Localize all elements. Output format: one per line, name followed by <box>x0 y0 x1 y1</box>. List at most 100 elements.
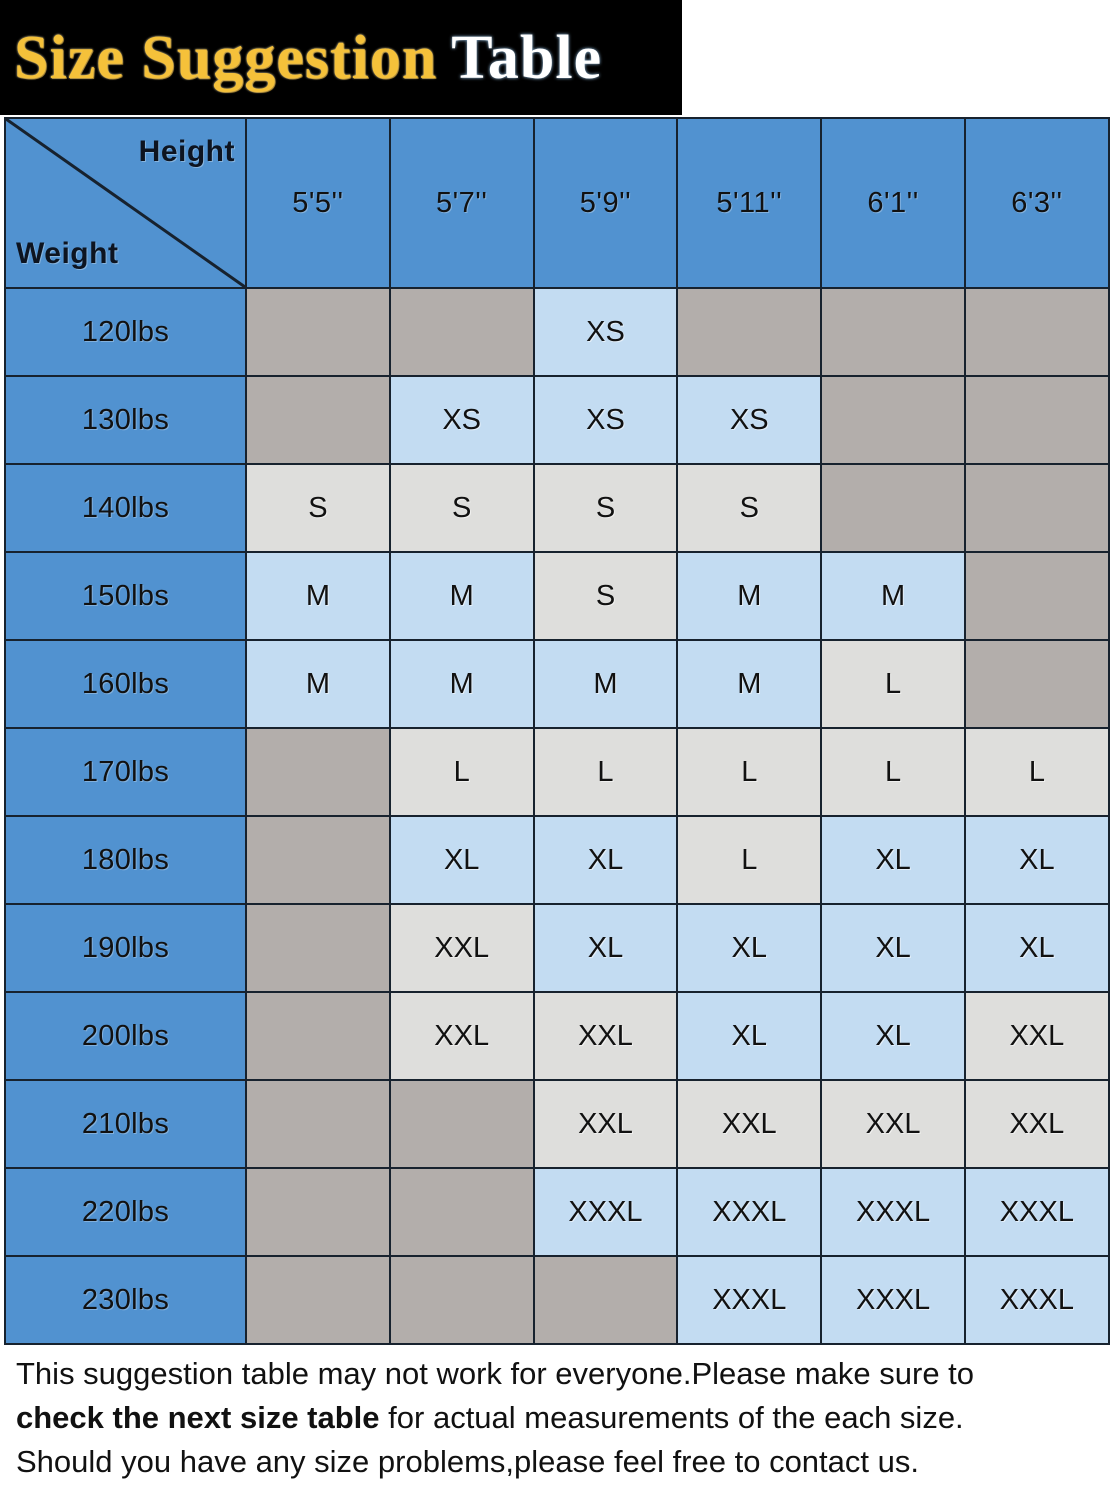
size-cell: XL <box>676 991 823 1081</box>
row-header-weight: 170lbs <box>4 727 247 817</box>
row-header-weight: 160lbs <box>4 639 247 729</box>
size-cell: XXL <box>388 903 535 993</box>
size-cell-empty <box>388 287 535 377</box>
size-cell-empty <box>676 287 823 377</box>
title-banner: Size Suggestion Table <box>0 0 682 115</box>
row-header-weight: 200lbs <box>4 991 247 1081</box>
size-cell-empty <box>245 1079 391 1169</box>
size-cell-empty <box>532 1255 679 1345</box>
size-cell: XL <box>963 815 1110 905</box>
size-cell-empty <box>963 639 1110 729</box>
size-cell: L <box>388 727 535 817</box>
size-cell: XXL <box>963 1079 1110 1169</box>
size-cell-empty <box>245 375 391 465</box>
table-row: 230lbs XXXL XXXL XXXL <box>4 1255 1110 1345</box>
table-row: 190lbs XXL XL XL XL XL <box>4 903 1110 993</box>
size-cell: L <box>820 639 966 729</box>
size-cell-empty <box>245 815 391 905</box>
footer-note: This suggestion table may not work for e… <box>16 1352 1106 1484</box>
size-cell: XXXL <box>820 1255 966 1345</box>
size-cell: L <box>820 727 966 817</box>
row-header-weight: 150lbs <box>4 551 247 641</box>
size-cell: XL <box>532 903 679 993</box>
size-cell-empty <box>820 375 966 465</box>
diagonal-divider-icon <box>6 119 245 287</box>
size-cell: M <box>676 551 823 641</box>
size-cell: L <box>963 727 1110 817</box>
size-cell-empty <box>245 1167 391 1257</box>
size-cell: XS <box>388 375 535 465</box>
size-cell: XL <box>820 991 966 1081</box>
table-row: 180lbs XL XL L XL XL <box>4 815 1110 905</box>
row-header-weight: 220lbs <box>4 1167 247 1257</box>
size-cell-empty <box>245 287 391 377</box>
size-cell-empty <box>963 551 1110 641</box>
size-cell: XL <box>820 903 966 993</box>
table-row: 130lbs XS XS XS <box>4 375 1110 465</box>
size-cell-empty <box>245 727 391 817</box>
size-cell: XXXL <box>676 1255 823 1345</box>
size-cell: XXXL <box>963 1255 1110 1345</box>
title-part-two: Table <box>451 23 603 92</box>
size-cell: XL <box>388 815 535 905</box>
size-cell: XXL <box>676 1079 823 1169</box>
size-cell: XXXL <box>676 1167 823 1257</box>
size-cell-empty <box>245 1255 391 1345</box>
table-row: 200lbs XXL XXL XL XL XXL <box>4 991 1110 1081</box>
size-cell: XXXL <box>820 1167 966 1257</box>
column-header-4: 6'1'' <box>820 117 966 289</box>
size-cell-empty <box>245 991 391 1081</box>
size-cell: XS <box>532 375 679 465</box>
row-header-weight: 210lbs <box>4 1079 247 1169</box>
size-cell: M <box>532 639 679 729</box>
size-cell: XXXL <box>532 1167 679 1257</box>
size-cell: XXL <box>388 991 535 1081</box>
row-header-weight: 130lbs <box>4 375 247 465</box>
table-row: 210lbs XXL XXL XXL XXL <box>4 1079 1110 1169</box>
footer-line-2: check the next size table for actual mea… <box>16 1396 1106 1440</box>
size-cell-empty <box>820 287 966 377</box>
row-header-weight: 140lbs <box>4 463 247 553</box>
table-header-row: Height Weight 5'5'' 5'7'' 5'9'' 5'11'' 6… <box>4 117 1110 289</box>
height-axis-label: Height <box>138 135 235 168</box>
title-text: Size Suggestion Table <box>14 27 602 89</box>
table-row: 150lbs M M S M M <box>4 551 1110 641</box>
table-row: 160lbs M M M M L <box>4 639 1110 729</box>
footer-line-2-bold: check the next size table <box>16 1400 380 1436</box>
size-cell: XL <box>963 903 1110 993</box>
size-cell: XXXL <box>963 1167 1110 1257</box>
row-header-weight: 120lbs <box>4 287 247 377</box>
size-cell: XL <box>532 815 679 905</box>
size-cell: XXL <box>820 1079 966 1169</box>
size-cell: S <box>245 463 391 553</box>
column-header-5: 6'3'' <box>963 117 1110 289</box>
table-row: 220lbs XXXL XXXL XXXL XXXL <box>4 1167 1110 1257</box>
corner-header-cell: Height Weight <box>4 117 247 289</box>
size-cell-empty <box>963 287 1110 377</box>
size-cell: M <box>820 551 966 641</box>
table-row: 170lbs L L L L L <box>4 727 1110 817</box>
size-cell: S <box>532 551 679 641</box>
size-cell: XL <box>676 903 823 993</box>
size-cell-empty <box>388 1255 535 1345</box>
table-body: Height Weight 5'5'' 5'7'' 5'9'' 5'11'' 6… <box>4 117 1110 1345</box>
size-cell: XXL <box>532 991 679 1081</box>
table-row: 140lbs S S S S <box>4 463 1110 553</box>
row-header-weight: 180lbs <box>4 815 247 905</box>
size-cell: L <box>532 727 679 817</box>
size-cell: XXL <box>963 991 1110 1081</box>
size-cell: L <box>676 815 823 905</box>
table-row: 120lbs XS <box>4 287 1110 377</box>
size-cell-empty <box>388 1167 535 1257</box>
size-cell: S <box>532 463 679 553</box>
column-header-3: 5'11'' <box>676 117 823 289</box>
size-cell: M <box>245 551 391 641</box>
size-cell: XS <box>676 375 823 465</box>
title-part-one: Size Suggestion <box>14 23 438 92</box>
column-header-0: 5'5'' <box>245 117 391 289</box>
size-cell: XS <box>532 287 679 377</box>
row-header-weight: 190lbs <box>4 903 247 993</box>
row-header-weight: 230lbs <box>4 1255 247 1345</box>
footer-line-3: Should you have any size problems,please… <box>16 1444 919 1480</box>
column-header-1: 5'7'' <box>388 117 535 289</box>
